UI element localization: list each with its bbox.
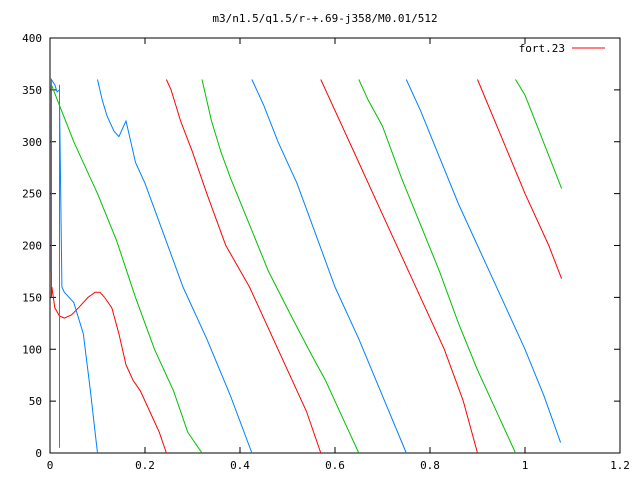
series-line-0	[50, 79, 563, 454]
x-tick-label: 1.2	[610, 459, 630, 472]
y-tick-label: 250	[22, 188, 42, 201]
y-tick-label: 100	[22, 343, 42, 356]
legend-label: fort.23	[519, 42, 565, 55]
y-tick-label: 350	[22, 84, 42, 97]
series-line-1	[50, 79, 563, 454]
y-tick-label: 200	[22, 240, 42, 253]
x-tick-label: 0.6	[325, 459, 345, 472]
x-tick-label: 0	[47, 459, 54, 472]
x-tick-label: 0.4	[230, 459, 250, 472]
x-tick-label: 1	[522, 459, 529, 472]
legend: fort.23	[519, 42, 605, 55]
y-tick-label: 400	[22, 32, 42, 45]
series-layer	[50, 77, 563, 454]
x-tick-label: 0.8	[420, 459, 440, 472]
y-tick-label: 300	[22, 136, 42, 149]
x-tick-label: 0.2	[135, 459, 155, 472]
y-tick-label: 0	[35, 447, 42, 460]
axes: 0 0.2 0.4 0.6 0.8 1 1.2 0 50 100 150 200 250 300 350 40…	[22, 32, 630, 472]
y-tick-label: 150	[22, 291, 42, 304]
chart-title: m3/n1.5/q1.5/r-+.69-j358/M0.01/512	[212, 12, 437, 25]
y-tick-label: 50	[29, 395, 42, 408]
series-line-2	[50, 77, 562, 454]
